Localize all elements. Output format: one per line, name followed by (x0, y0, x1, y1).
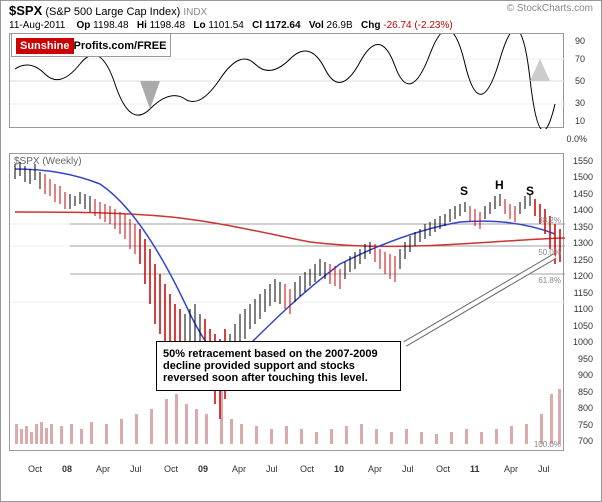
lo-label: Lo (193, 20, 205, 31)
op-value: 1198.48 (93, 20, 128, 31)
xaxis-label: Apr (232, 464, 246, 474)
price-tick: 1500 (573, 172, 593, 182)
vol-value: 26.9B (327, 20, 353, 31)
watermark-part2: Profits.com/FREE (74, 40, 167, 52)
price-tick: 1200 (573, 271, 593, 281)
price-tick: 1300 (573, 238, 593, 248)
shs-s2: S (526, 184, 534, 198)
chg-label: Chg (361, 20, 380, 31)
xaxis-label: Apr (96, 464, 110, 474)
price-tick: 850 (578, 387, 593, 397)
osc-tick-70: 70 (575, 54, 585, 64)
xaxis-label: Jul (538, 464, 550, 474)
xaxis-label: 11 (470, 464, 480, 474)
xaxis-label: 10 (334, 464, 344, 474)
xaxis-label: Apr (368, 464, 382, 474)
cl-label: Cl (252, 20, 262, 31)
ticker-symbol: $SPX (9, 3, 42, 18)
panel-ticker-label: $SPX (Weekly) (14, 156, 82, 167)
shs-h: H (495, 178, 504, 192)
xaxis-label: 09 (198, 464, 208, 474)
price-tick: 1450 (573, 189, 593, 199)
fib-500: 50.0% (538, 248, 561, 257)
price-tick: 900 (578, 370, 593, 380)
price-tick: 950 (578, 354, 593, 364)
xaxis-label: 08 (62, 464, 72, 474)
chg-value: -26.74 (-2.23%) (383, 20, 452, 31)
shs-s1: S (460, 184, 468, 198)
ticker-type: INDX (183, 7, 207, 18)
xaxis-label: Oct (164, 464, 178, 474)
fib-1000: 100.0% (534, 440, 561, 449)
xaxis-label: Oct (300, 464, 314, 474)
price-tick: 1250 (573, 255, 593, 265)
price-tick: 1100 (574, 304, 593, 314)
pct-zero: 0.0% (566, 134, 587, 144)
ticker-name: (S&P 500 Large Cap Index) (45, 6, 180, 18)
osc-tick-30: 30 (575, 98, 585, 108)
price-tick: 1050 (573, 321, 593, 331)
fib-382: 38.2% (538, 216, 561, 225)
hi-value: 1198.48 (150, 20, 185, 31)
xaxis-label: Apr (504, 464, 518, 474)
date: 11-Aug-2011 (9, 20, 65, 31)
vol-label: Vol (309, 20, 324, 31)
watermark: SunshineProfits.com/FREE (11, 33, 171, 57)
price-panel: $SPX (Weekly) (9, 153, 564, 451)
price-tick: 1000 (573, 337, 593, 347)
price-svg (10, 154, 565, 452)
op-label: Op (76, 20, 90, 31)
price-tick: 700 (578, 436, 593, 446)
price-tick: 1150 (574, 288, 593, 298)
annotation-callout: 50% retracement based on the 2007-2009 d… (156, 341, 401, 391)
price-tick: 1350 (573, 222, 593, 232)
dateline: 11-Aug-2011 Op 1198.48 Hi 1198.48 Lo 110… (1, 20, 601, 31)
osc-tick-90: 90 (575, 36, 585, 46)
xaxis-label: Jul (402, 464, 414, 474)
osc-tick-10: 10 (575, 116, 585, 126)
xaxis-label: Oct (436, 464, 450, 474)
price-tick: 800 (578, 403, 593, 413)
fib-618: 61.8% (538, 276, 561, 285)
callout-text: 50% retracement based on the 2007-2009 d… (163, 348, 378, 384)
watermark-part1: Sunshine (16, 38, 74, 54)
hi-label: Hi (137, 20, 147, 31)
cl-value: 1172.64 (265, 20, 301, 31)
price-tick: 1400 (573, 205, 593, 215)
xaxis-label: Jul (266, 464, 278, 474)
osc-tick-50: 50 (575, 76, 585, 86)
price-tick: 750 (578, 420, 593, 430)
price-tick: 1550 (573, 156, 593, 166)
lo-value: 1101.54 (208, 20, 243, 31)
source-label: © StockCharts.com (507, 3, 593, 14)
xaxis-label: Oct (28, 464, 42, 474)
xaxis-label: Jul (130, 464, 142, 474)
